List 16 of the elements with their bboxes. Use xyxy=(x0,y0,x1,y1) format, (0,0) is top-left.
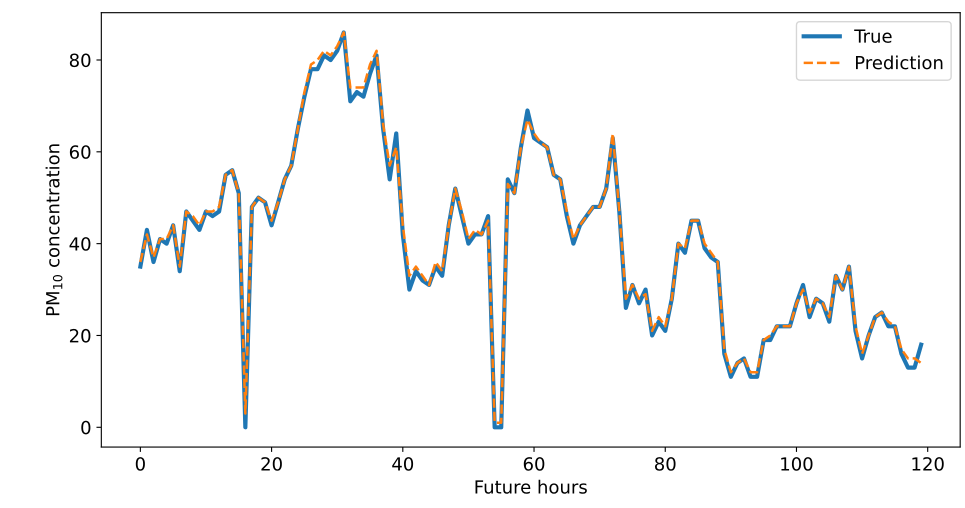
y-axis-title: PM$_{10}$ concentration xyxy=(46,144,62,316)
y-tick-label: 20 xyxy=(70,328,90,343)
x-tick-label: 0 xyxy=(136,457,145,471)
x-tick-label: 20 xyxy=(261,457,282,471)
x-tick-label: 100 xyxy=(781,457,813,471)
x-tick-label: 80 xyxy=(654,457,676,471)
x-tick-label: 60 xyxy=(524,457,544,471)
x-tick-label: 40 xyxy=(392,457,414,471)
y-tick-label: 80 xyxy=(70,53,90,68)
x-tick-label: 120 xyxy=(912,457,944,471)
legend-label: Prediction xyxy=(856,55,942,70)
y-tick-label: 60 xyxy=(70,145,90,159)
y-tick-label: 0 xyxy=(81,420,90,434)
legend-label: True xyxy=(854,30,892,43)
y-tick-label: 40 xyxy=(70,237,90,251)
x-axis-title: Future hours xyxy=(476,480,587,494)
